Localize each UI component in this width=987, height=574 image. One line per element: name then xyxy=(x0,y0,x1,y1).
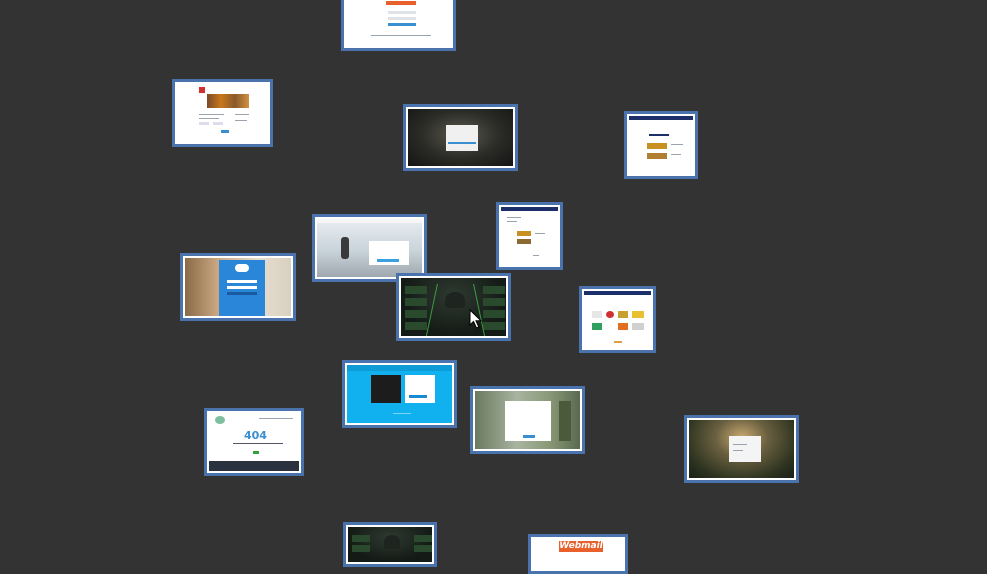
thumbnail-not-found[interactable]: 404 xyxy=(204,408,304,476)
error-code-text: 404 xyxy=(244,429,267,442)
thumbnail-blue-header-list[interactable] xyxy=(496,202,563,270)
thumbnail-blue-header-page[interactable] xyxy=(624,111,698,179)
thumbnail-runner-login[interactable] xyxy=(312,214,427,282)
mouse-pointer-icon xyxy=(469,309,483,329)
thumbnail-dark-green-grid[interactable] xyxy=(396,273,511,341)
thumbnail-cyan-page[interactable] xyxy=(342,360,457,428)
thumbnail-webmail-login-top[interactable] xyxy=(341,0,456,51)
thumbnail-forest-login[interactable] xyxy=(470,386,585,454)
thumbnail-webmail-login-banner[interactable] xyxy=(172,79,273,147)
thumbnail-gallery: { "gallery": { "background": "#333333", … xyxy=(172,0,799,574)
thumbnail-webmail-bottom[interactable]: Webmail xyxy=(528,534,628,574)
thumbnail-dark-dialog[interactable] xyxy=(403,104,518,171)
thumbnail-sunset-dialog[interactable] xyxy=(684,415,799,483)
webmail-logo: Webmail xyxy=(559,541,603,552)
thumbnail-cloud-login[interactable] xyxy=(180,253,296,321)
thumbnail-dark-green-bottom[interactable] xyxy=(343,522,437,567)
thumbnail-logos-grid[interactable] xyxy=(579,286,656,353)
